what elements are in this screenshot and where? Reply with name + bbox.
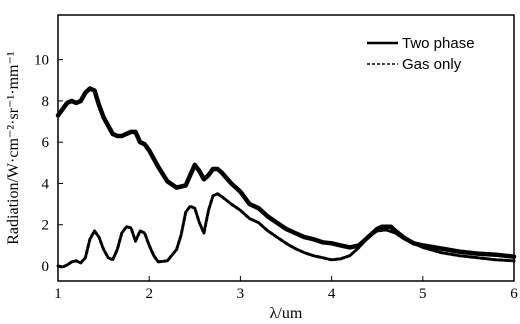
plot-frame	[57, 14, 515, 282]
series-layer	[55, 86, 517, 269]
legend-label-gas-only: Gas only	[402, 56, 462, 73]
y-axis-label: Radiation/W·cm⁻²·sr⁻¹·mm⁻¹	[5, 51, 22, 245]
series-line-gas-only	[56, 192, 516, 269]
y-tick-label: 4	[42, 176, 50, 192]
x-tick-label: 3	[237, 286, 245, 302]
x-tick-label: 4	[328, 286, 336, 302]
legend-label-two-phase: Two phase	[402, 35, 475, 52]
x-tick-label: 5	[419, 286, 427, 302]
axis-ticks: 1 2 3 4 5 6 0 2 4 6 8 10	[34, 53, 518, 302]
y-tick-label: 8	[42, 94, 50, 110]
y-tick-label: 10	[34, 53, 49, 69]
legend: Two phase Gas only	[367, 35, 475, 73]
y-tick-label: 2	[42, 218, 50, 234]
series-line-two-phase	[55, 86, 517, 259]
x-tick-label: 2	[145, 286, 153, 302]
y-tick-label: 0	[42, 259, 50, 275]
x-axis-label: λ/um	[270, 305, 303, 322]
y-tick-label: 6	[42, 135, 50, 151]
x-tick-label: 1	[54, 286, 62, 302]
x-tick-label: 6	[510, 286, 518, 302]
